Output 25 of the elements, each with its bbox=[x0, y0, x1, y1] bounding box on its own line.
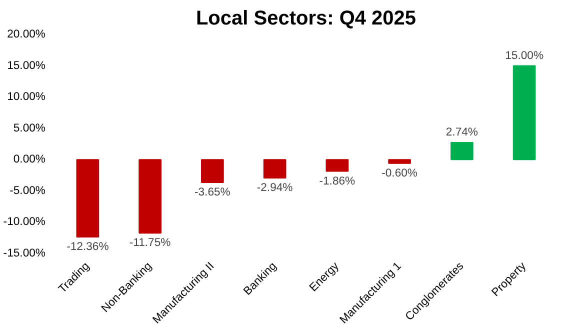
data-label: -12.36% bbox=[66, 240, 109, 253]
data-label: -3.65% bbox=[194, 186, 230, 198]
bar bbox=[512, 65, 536, 160]
y-tick-label: 5.00% bbox=[13, 122, 46, 134]
y-tick-label: -5.00% bbox=[10, 184, 46, 197]
bar bbox=[388, 159, 411, 164]
y-tick-label: 0.00% bbox=[13, 154, 46, 166]
data-label: -11.75% bbox=[129, 237, 171, 250]
bar bbox=[326, 159, 349, 172]
bar bbox=[263, 159, 286, 179]
bar bbox=[201, 159, 224, 183]
data-label: -1.86% bbox=[319, 175, 356, 188]
y-tick-label: -15.00% bbox=[3, 248, 46, 260]
data-label: 15.00% bbox=[505, 50, 544, 62]
chart-title: Local Sectors: Q4 2025 bbox=[196, 8, 416, 30]
data-label: -0.60% bbox=[382, 167, 418, 180]
y-tick-label: 20.00% bbox=[7, 28, 46, 40]
bar bbox=[76, 159, 100, 238]
y-tick-label: 15.00% bbox=[7, 60, 46, 72]
bar bbox=[138, 159, 162, 234]
data-label: -2.94% bbox=[256, 182, 293, 194]
y-tick-label: -10.00% bbox=[3, 216, 46, 228]
y-tick-label: 10.00% bbox=[7, 91, 46, 104]
data-label: 2.74% bbox=[446, 126, 478, 138]
bar bbox=[450, 142, 474, 160]
